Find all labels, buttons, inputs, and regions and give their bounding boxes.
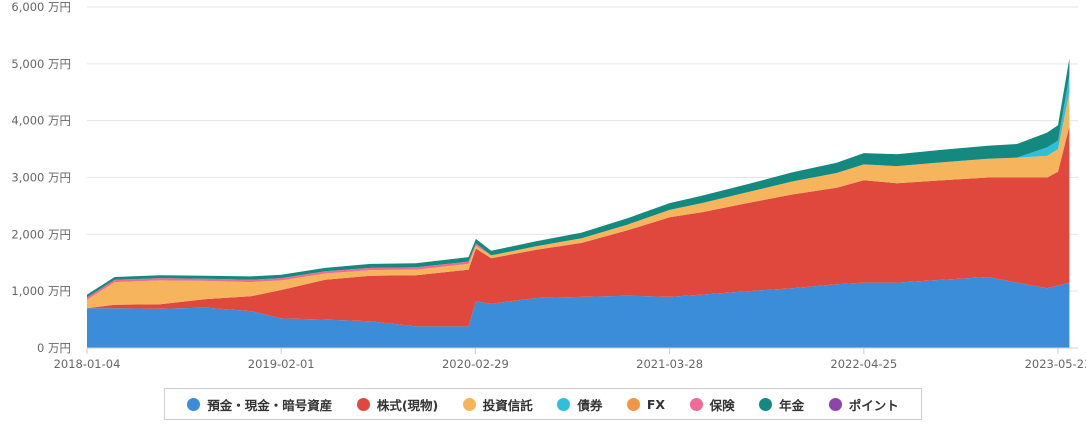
area-series: [87, 58, 1070, 348]
legend-swatch: [689, 397, 703, 411]
legend-label: 債券: [577, 397, 603, 413]
legend-item[interactable]: 株式(現物): [356, 395, 439, 414]
legend-label: 預金・現金・暗号資産: [207, 397, 333, 413]
x-tick-label: 2023-05-23: [1025, 357, 1086, 371]
y-tick-label: 2,000 万円: [11, 227, 71, 241]
area-series-path: [87, 126, 1070, 327]
legend-swatch: [759, 397, 773, 411]
y-tick-label: 3,000 万円: [11, 171, 71, 185]
area-series-path: [87, 277, 1070, 348]
legend-item[interactable]: 保険: [689, 395, 735, 414]
legend-swatch: [828, 397, 842, 411]
x-tick-label: 2020-02-29: [442, 357, 509, 371]
legend-label: 保険: [709, 397, 735, 413]
y-tick-label: 4,000 万円: [11, 114, 71, 128]
y-tick-label: 5,000 万円: [11, 57, 71, 71]
legend-label: 株式(現物): [376, 397, 439, 413]
legend-label: ポイント: [848, 397, 899, 413]
legend-item[interactable]: 預金・現金・暗号資産: [187, 395, 332, 414]
legend-item[interactable]: 投資信託: [462, 395, 533, 414]
x-tick-label: 2022-04-25: [830, 357, 897, 371]
legend-swatch: [462, 397, 476, 411]
x-tick-label: 2018-01-04: [54, 357, 121, 371]
x-tick-label: 2021-03-28: [636, 357, 703, 371]
legend-swatch: [626, 397, 640, 411]
y-tick-label: 0 万円: [37, 341, 71, 355]
x-tick-label: 2019-02-01: [248, 357, 315, 371]
legend-label: 投資信託: [482, 397, 533, 413]
legend: 預金・現金・暗号資産 株式(現物) 投資信託 債券 FX 保険 年金 ポイント: [164, 388, 922, 420]
axes: 0 万円 1,000 万円 2,000 万円 3,000 万円 4,000 万円 5,00…: [11, 0, 1086, 371]
legend-item[interactable]: 債券: [557, 395, 602, 414]
area-series-path: [87, 92, 1070, 309]
legend-label: FX: [646, 396, 666, 412]
legend-swatch: [356, 397, 370, 411]
stacked-area-chart: 0 万円 1,000 万円 2,000 万円 3,000 万円 4,000 万円 5,00…: [11, 0, 1086, 371]
legend-swatch: [557, 397, 571, 411]
legend-swatch: [187, 397, 201, 411]
legend-item[interactable]: 年金: [759, 395, 804, 414]
legend-label: 年金: [779, 397, 805, 413]
legend-item[interactable]: ポイント: [828, 395, 899, 414]
y-tick-label: 1,000 万円: [11, 284, 71, 298]
y-tick-label: 6,000 万円: [11, 0, 71, 14]
legend-item[interactable]: FX: [626, 396, 666, 412]
